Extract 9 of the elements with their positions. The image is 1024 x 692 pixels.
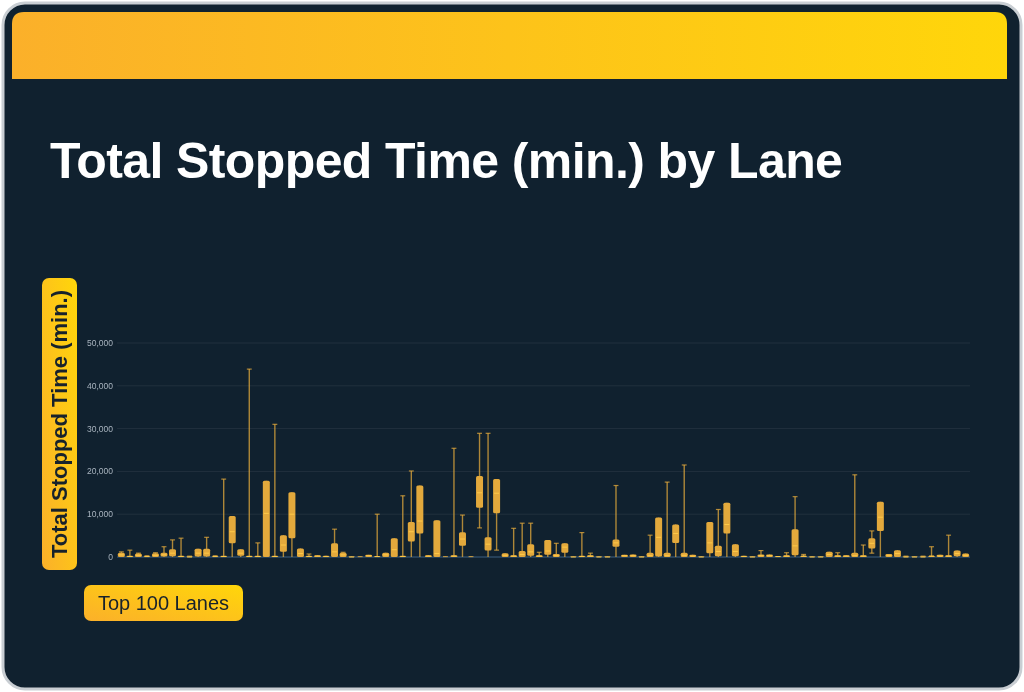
y-tick-label: 10,000 — [87, 509, 114, 520]
x-axis-title: Top 100 Lanes — [97, 592, 230, 614]
y-tick-label: 0 — [108, 551, 114, 562]
chart-title: Total Stopped Time (min.) by Lane — [50, 133, 843, 189]
y-tick-label: 30,000 — [87, 423, 114, 434]
y-axis-title: Total Stopped Time (min.) — [47, 289, 72, 559]
y-tick-label: 20,000 — [87, 466, 114, 477]
y-tick-label: 40,000 — [87, 380, 114, 391]
y-tick-label: 50,000 — [87, 337, 114, 348]
